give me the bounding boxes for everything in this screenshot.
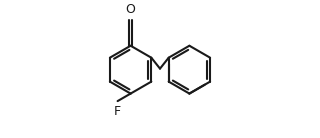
Text: F: F — [113, 104, 120, 118]
Text: O: O — [126, 3, 136, 16]
